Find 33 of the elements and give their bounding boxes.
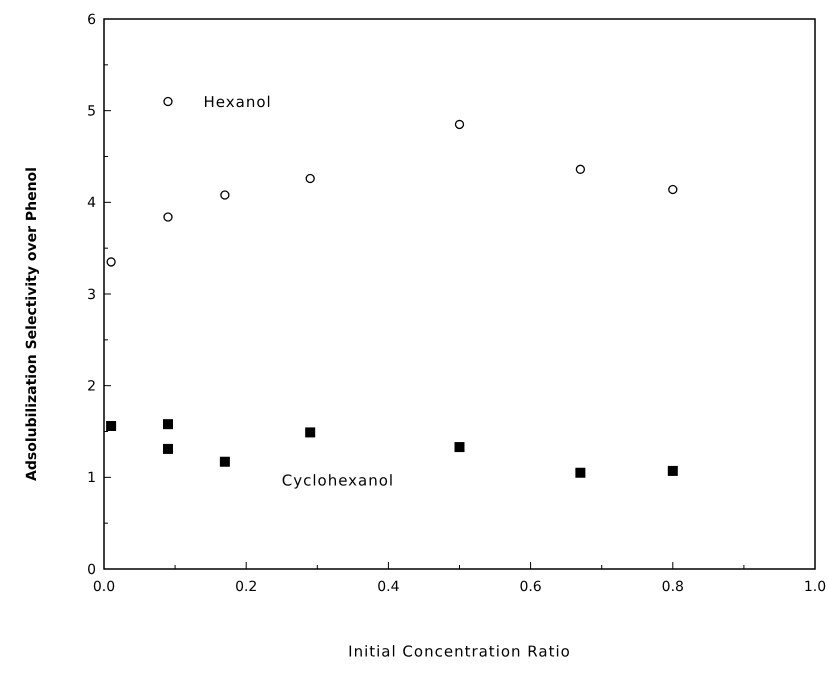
y-tick-label: 6 xyxy=(87,12,96,28)
x-axis-title: Initial Concentration Ratio xyxy=(348,642,571,660)
x-tick-label: 0.6 xyxy=(519,579,542,595)
point xyxy=(162,444,173,454)
x-tick-label: 0.2 xyxy=(235,579,258,595)
x-tick-label: 0.4 xyxy=(377,579,400,595)
point xyxy=(106,257,116,267)
point xyxy=(162,419,173,430)
y-tick-label: 1 xyxy=(87,470,96,486)
point xyxy=(668,466,678,476)
y-tick-label: 4 xyxy=(87,195,96,212)
x-tick-label: 0.8 xyxy=(662,579,684,595)
point xyxy=(163,96,173,106)
x-tick-label: 1.0 xyxy=(804,579,826,595)
point xyxy=(454,120,464,130)
y-tick-label: 0 xyxy=(87,562,96,578)
point xyxy=(668,184,678,194)
point xyxy=(220,190,230,200)
point xyxy=(575,468,586,478)
point xyxy=(305,427,316,438)
text: Cyclohexanol xyxy=(282,471,394,490)
y-tick-label: 3 xyxy=(87,286,96,303)
point xyxy=(163,212,173,222)
y-tick-label: 5 xyxy=(87,104,96,120)
x-tick-label: 0.0 xyxy=(92,579,116,595)
point xyxy=(576,164,586,174)
point xyxy=(220,456,230,467)
point xyxy=(454,442,464,452)
y-tick-label: 2 xyxy=(87,378,96,395)
point xyxy=(306,174,315,184)
text: Hexanol xyxy=(204,92,272,111)
y-axis-title: Adsolubilization Selectivity over Phenol xyxy=(24,167,40,481)
point xyxy=(106,421,116,431)
